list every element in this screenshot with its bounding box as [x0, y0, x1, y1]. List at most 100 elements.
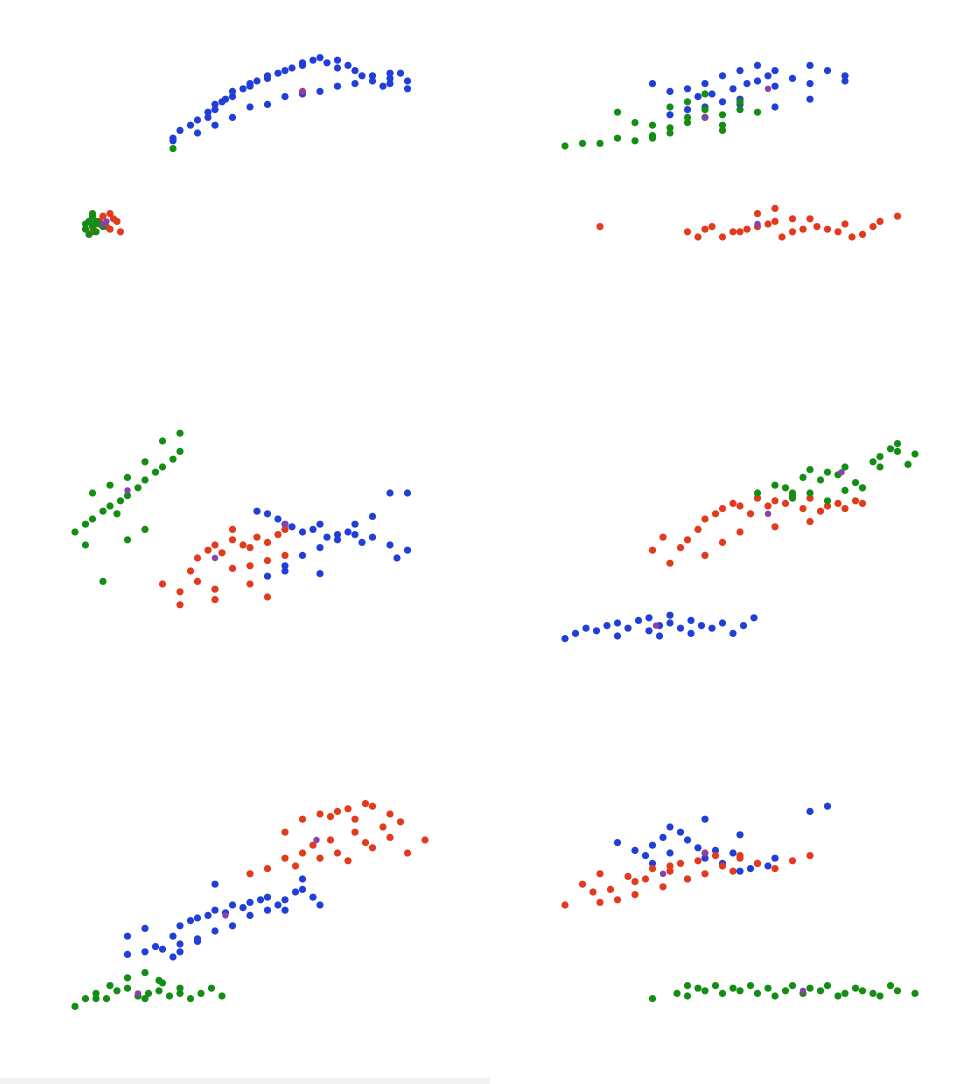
data-point-red: [117, 228, 124, 235]
data-point-blue: [194, 935, 201, 942]
data-point-blue: [344, 62, 351, 69]
data-point-green: [754, 109, 761, 116]
scatter-panel-top-left: [60, 40, 440, 330]
data-point-red: [708, 223, 715, 230]
data-point-red: [264, 557, 271, 564]
data-point-green: [106, 502, 113, 509]
data-point-blue: [257, 896, 264, 903]
data-point-red: [729, 868, 736, 875]
data-point-red: [666, 862, 673, 869]
data-point-blue: [806, 80, 813, 87]
scatter-panel-bottom-left: [60, 760, 440, 1050]
data-point-blue: [211, 122, 218, 129]
data-point-red: [299, 816, 306, 823]
data-point-red: [246, 580, 253, 587]
data-point-red: [694, 233, 701, 240]
series-green: [71, 969, 225, 1010]
bottom-divider: [0, 1078, 490, 1084]
data-point-red: [344, 857, 351, 864]
series-green: [71, 430, 183, 585]
data-point-blue: [124, 933, 131, 940]
data-point-green: [719, 111, 726, 118]
data-point-green: [684, 982, 691, 989]
data-point-blue: [152, 943, 159, 950]
data-point-red: [110, 215, 117, 222]
data-point-blue: [299, 886, 306, 893]
data-point-blue: [614, 839, 621, 846]
data-point-blue: [719, 98, 726, 105]
data-point-blue: [687, 617, 694, 624]
data-point-red: [589, 888, 596, 895]
data-point-blue: [274, 515, 281, 522]
data-point-blue: [771, 855, 778, 862]
data-point-blue: [299, 552, 306, 559]
data-point-red: [736, 228, 743, 235]
data-point-red: [701, 515, 708, 522]
data-point-green: [771, 482, 778, 489]
data-point-blue: [351, 521, 358, 528]
data-point-green: [124, 536, 131, 543]
data-point-red: [281, 552, 288, 559]
data-point-blue: [369, 513, 376, 520]
data-point-green: [106, 482, 113, 489]
data-point-red: [404, 849, 411, 856]
centroid-point: [754, 221, 760, 227]
data-point-green: [817, 476, 824, 483]
centroid-point: [212, 555, 218, 561]
data-point-red: [264, 593, 271, 600]
series-red: [159, 526, 289, 609]
data-point-green: [169, 145, 176, 152]
data-point-green: [159, 437, 166, 444]
data-point-red: [677, 860, 684, 867]
data-point-blue: [334, 83, 341, 90]
data-point-blue: [264, 894, 271, 901]
data-point-blue: [649, 842, 656, 849]
centroid-point: [299, 88, 305, 94]
data-point-green: [113, 510, 120, 517]
data-point-red: [799, 226, 806, 233]
data-point-blue: [246, 80, 253, 87]
data-point-red: [677, 544, 684, 551]
data-point-blue: [649, 80, 656, 87]
data-point-blue: [316, 521, 323, 528]
data-point-red: [859, 231, 866, 238]
data-point-red: [736, 502, 743, 509]
data-point-red: [379, 823, 386, 830]
data-point-green: [894, 440, 901, 447]
data-point-blue: [624, 625, 631, 632]
data-point-red: [281, 855, 288, 862]
data-point-blue: [264, 510, 271, 517]
data-point-red: [799, 505, 806, 512]
series-centroid: [100, 88, 306, 227]
data-point-blue: [253, 77, 260, 84]
data-point-green: [904, 461, 911, 468]
data-point-green: [869, 458, 876, 465]
data-point-blue: [729, 85, 736, 92]
data-point-red: [701, 226, 708, 233]
data-point-blue: [274, 70, 281, 77]
data-point-blue: [316, 544, 323, 551]
data-point-red: [743, 226, 750, 233]
data-point-blue: [764, 862, 771, 869]
data-point-blue: [750, 614, 757, 621]
data-point-green: [911, 990, 918, 997]
data-point-blue: [645, 627, 652, 634]
data-point-green: [712, 982, 719, 989]
data-point-green: [736, 106, 743, 113]
data-point-green: [124, 974, 131, 981]
data-point-blue: [281, 907, 288, 914]
data-point-red: [806, 518, 813, 525]
data-point-green: [614, 109, 621, 116]
data-point-blue: [754, 62, 761, 69]
data-point-green: [859, 987, 866, 994]
data-point-green: [852, 985, 859, 992]
data-point-blue: [603, 622, 610, 629]
data-point-blue: [404, 547, 411, 554]
data-point-blue: [288, 64, 295, 71]
data-point-green: [824, 982, 831, 989]
data-point-blue: [358, 72, 365, 79]
data-point-blue: [369, 72, 376, 79]
data-point-green: [876, 453, 883, 460]
data-point-blue: [771, 67, 778, 74]
